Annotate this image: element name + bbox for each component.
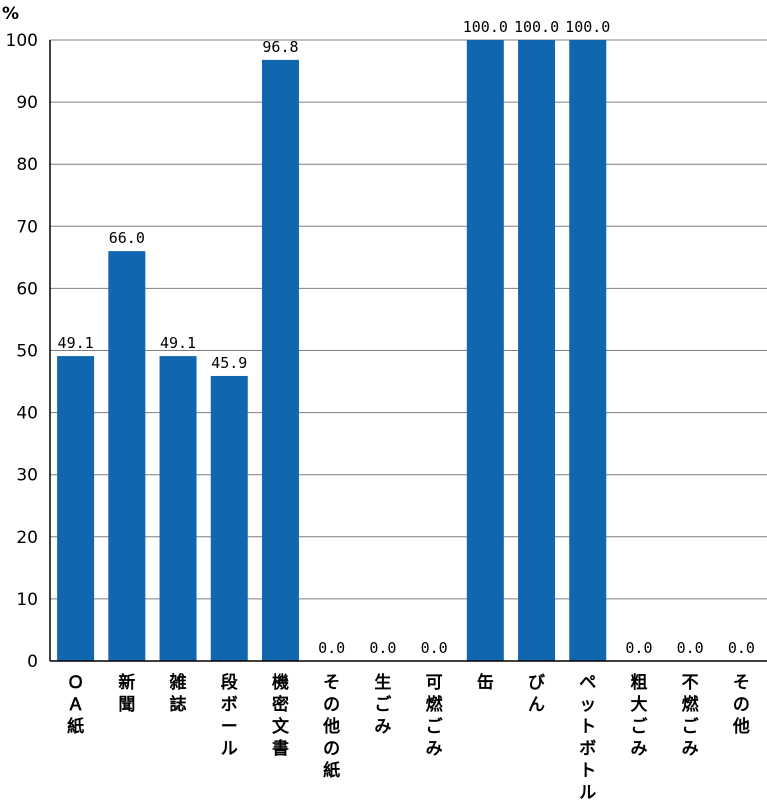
bar bbox=[261, 59, 299, 662]
category-label: その他の紙 bbox=[322, 673, 340, 781]
category-label: 生ごみ bbox=[374, 672, 392, 737]
bar bbox=[108, 251, 146, 661]
y-tick-label: 60 bbox=[16, 279, 38, 299]
data-label: 0.0 bbox=[369, 639, 396, 657]
gridlines bbox=[50, 39, 767, 600]
bar bbox=[466, 40, 504, 661]
y-tick-label: 10 bbox=[16, 590, 38, 610]
y-tick-label: 50 bbox=[16, 342, 38, 362]
category-label: 新聞 bbox=[118, 672, 135, 715]
category-label: びん bbox=[528, 673, 545, 715]
data-label: 49.1 bbox=[160, 334, 196, 352]
data-label: 0.0 bbox=[677, 639, 704, 657]
category-label: 粗大ごみ bbox=[630, 672, 648, 759]
category-label: 雑誌 bbox=[169, 672, 187, 715]
y-tick-label: 40 bbox=[16, 404, 38, 424]
y-tick-label: 30 bbox=[16, 466, 38, 486]
bar bbox=[159, 356, 197, 661]
data-label: 100.0 bbox=[463, 18, 508, 36]
bar bbox=[518, 40, 556, 661]
bar bbox=[57, 356, 95, 661]
data-label: 100.0 bbox=[514, 18, 559, 36]
category-label: ＯＡ紙 bbox=[67, 673, 84, 737]
data-label: 49.1 bbox=[58, 334, 94, 352]
category-label: 缶 bbox=[477, 672, 494, 693]
category-label: ペットボトル bbox=[579, 673, 596, 803]
data-label: 96.8 bbox=[262, 38, 298, 56]
axes bbox=[49, 40, 767, 662]
value-labels: 49.1 66.0 49.1 45.9 96.8 0.0 0.0 0.0 100.0 100.0 1… bbox=[58, 18, 755, 657]
y-tick-label: 20 bbox=[16, 528, 38, 548]
y-tick-label: 90 bbox=[16, 93, 38, 113]
y-tick-label: 0 bbox=[27, 652, 38, 672]
y-unit-label: % bbox=[2, 4, 19, 24]
category-label: 機密文書 bbox=[272, 672, 290, 759]
data-label: 100.0 bbox=[565, 18, 610, 36]
category-label: 可燃ごみ bbox=[426, 673, 444, 759]
y-tick-labels: 0 10 20 30 40 50 60 70 80 90 100 bbox=[6, 31, 38, 672]
data-label: 0.0 bbox=[625, 639, 652, 657]
y-tick-label: 80 bbox=[16, 155, 38, 175]
category-label: 不燃ごみ bbox=[682, 673, 700, 759]
data-label: 45.9 bbox=[211, 354, 247, 372]
y-tick-label: 70 bbox=[16, 217, 38, 237]
bar bbox=[569, 40, 607, 661]
category-label: 段ボール bbox=[221, 672, 238, 759]
bars bbox=[57, 40, 607, 662]
data-label: 0.0 bbox=[421, 639, 448, 657]
category-label: その他 bbox=[732, 673, 750, 737]
data-label: 66.0 bbox=[109, 229, 145, 247]
y-tick-label: 100 bbox=[6, 31, 38, 51]
data-label: 0.0 bbox=[728, 639, 755, 657]
bar bbox=[210, 375, 248, 661]
data-label: 0.0 bbox=[318, 639, 345, 657]
